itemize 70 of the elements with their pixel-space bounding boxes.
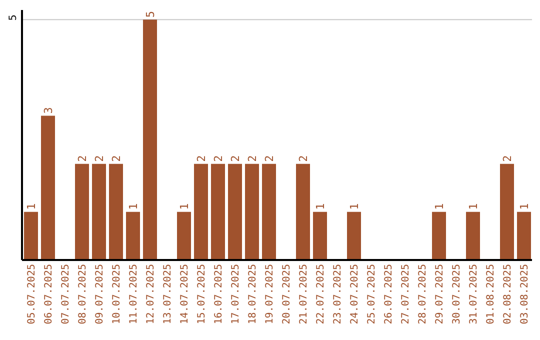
x-tick-label: 30.07.2025 [452, 264, 462, 324]
x-tick-label: 29.07.2025 [434, 264, 446, 324]
bar [211, 164, 225, 260]
x-tick-label: 01.08.2025 [486, 264, 496, 324]
x-tick-label: 07.07.2025 [60, 264, 72, 324]
data-label: 2 [263, 155, 276, 162]
x-tick-label: 09.07.2025 [94, 264, 106, 324]
x-tick-label: 14.07.2025 [180, 264, 190, 324]
x-tick-label: 15.07.2025 [196, 264, 208, 324]
data-label: 1 [433, 203, 446, 210]
data-label: 2 [93, 155, 106, 162]
x-tick-label: 08.07.2025 [78, 264, 88, 324]
x-tick-label: 18.07.2025 [248, 264, 258, 324]
x-tick-label: 10.07.2025 [112, 264, 122, 324]
bar [347, 212, 361, 260]
x-tick-label: 21.07.2025 [298, 264, 310, 324]
x-tick-label: 19.07.2025 [264, 264, 276, 324]
bar [177, 212, 191, 260]
bar [109, 164, 123, 260]
bar [262, 164, 276, 260]
bar [126, 212, 140, 260]
bar [245, 164, 259, 260]
bar [24, 212, 38, 260]
data-label: 2 [501, 155, 514, 162]
bar [143, 20, 157, 260]
bar [194, 164, 208, 260]
x-tick-label: 16.07.2025 [214, 264, 224, 324]
x-tick-label: 27.07.2025 [400, 264, 412, 324]
x-tick-label: 05.07.2025 [26, 264, 38, 324]
bar [228, 164, 242, 260]
x-tick-label: 31.07.2025 [468, 264, 480, 324]
x-tick-label: 23.07.2025 [332, 264, 344, 324]
x-tick-label: 17.07.2025 [230, 264, 242, 324]
data-label: 1 [348, 203, 361, 210]
bar [41, 116, 55, 260]
x-tick-label: 02.08.2025 [502, 264, 514, 324]
x-tick-label: 26.07.2025 [384, 264, 394, 324]
x-tick-label: 28.07.2025 [418, 264, 428, 324]
bar [500, 164, 514, 260]
data-label: 2 [76, 155, 89, 162]
bar [517, 212, 531, 260]
data-label: 1 [127, 203, 140, 210]
data-label: 1 [178, 203, 191, 210]
bar [92, 164, 106, 260]
bar [75, 164, 89, 260]
data-label: 2 [110, 155, 123, 162]
data-label: 2 [229, 155, 242, 162]
bar [296, 164, 310, 260]
data-label: 1 [467, 203, 480, 210]
data-label: 1 [518, 203, 531, 210]
bar [313, 212, 327, 260]
data-label: 2 [246, 155, 259, 162]
data-label: 2 [195, 155, 208, 162]
x-tick-label: 24.07.2025 [350, 264, 360, 324]
data-label: 3 [42, 107, 55, 114]
data-label: 5 [144, 10, 157, 18]
x-tick-label: 03.08.2025 [520, 264, 530, 324]
x-tick-label: 22.07.2025 [316, 264, 326, 324]
bar [466, 212, 480, 260]
data-label: 1 [314, 203, 327, 210]
x-tick-label: 13.07.2025 [162, 264, 174, 324]
x-tick-label: 06.07.2025 [44, 264, 54, 324]
x-tick-label: 25.07.2025 [366, 264, 378, 324]
x-tick-label: 20.07.2025 [282, 264, 292, 324]
data-label: 2 [212, 155, 225, 162]
x-tick-label: 11.07.2025 [128, 264, 140, 324]
data-label: 1 [25, 203, 38, 210]
bar [432, 212, 446, 260]
x-tick-label: 12.07.2025 [146, 264, 156, 324]
data-label: 2 [297, 155, 310, 162]
